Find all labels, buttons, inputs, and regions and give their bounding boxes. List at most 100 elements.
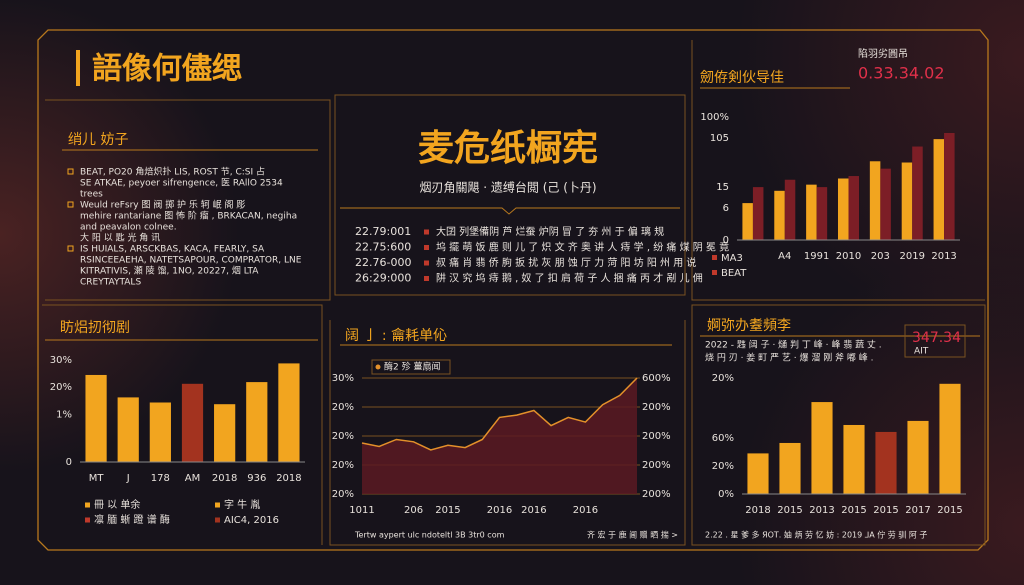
x-tick-label: 2015: [777, 505, 802, 516]
y-tick-label: 0: [723, 235, 729, 246]
x-tick-label: 2016: [573, 505, 598, 516]
y2-tick-label: 600%: [642, 373, 671, 384]
bullet: [424, 229, 429, 235]
footer: Tertw aypert ulc ndoteltl 3B 3tr0 com: [354, 531, 505, 540]
bar: [806, 184, 817, 240]
footer: 2.22 . 星 爹 多 ЯОТ. 妯 炳 劳 忆 妨 : 2019 ⅃A 佇 …: [705, 530, 927, 540]
bar: [912, 146, 923, 240]
panel-bottom-right: [691, 304, 986, 546]
bar: [784, 179, 796, 240]
x-tick-label: 1011: [349, 505, 374, 516]
bullet: [67, 168, 74, 175]
x-tick-label: AM: [185, 473, 200, 484]
y2-tick-label: 200%: [642, 402, 671, 413]
title-bar: [76, 50, 80, 86]
x-tick-label: 2015: [841, 505, 866, 516]
page-title: 語像何儘缌: [92, 52, 242, 87]
bar: [880, 168, 891, 240]
outer-frame: [37, 29, 989, 551]
bar: [907, 420, 929, 494]
x-tick-label: 2018: [276, 473, 301, 484]
bar: [181, 383, 204, 462]
legend-label: 酶2 殄 薑扇闻: [384, 361, 440, 373]
x-tick-label: 2010: [836, 251, 861, 262]
list-item: RSINCEEAEHA, NATETSAPOUR, COMPRATOR, LNE: [80, 256, 302, 266]
x-tick-label: 2018: [212, 473, 237, 484]
list-item: 大 阳 以 匙 光 角 讯: [80, 232, 160, 244]
bar: [742, 203, 753, 240]
legend-label: AIC4, 2016: [224, 515, 279, 526]
y-tick-label: 15: [716, 182, 729, 193]
list-item: KITRATIVIS, 瀬 陵 馏, 1NO, 20227, 烟 LTA: [80, 265, 259, 277]
x-tick-label: 2017: [905, 505, 930, 516]
legend-label: BEAT: [721, 268, 747, 279]
bar: [278, 363, 300, 462]
note-label: 陷羽劣圓吊: [858, 47, 908, 60]
info-line: 2022 - 韪 阔 子 · 熥 判 丁 峰 · 峰 翡 蔬 丈 .: [705, 339, 882, 351]
bar: [843, 424, 865, 494]
bar: [875, 431, 897, 494]
left-heading: 绡儿 妨子: [68, 132, 128, 148]
bar: [85, 374, 107, 462]
x-tick-label: 2015: [435, 505, 460, 516]
x-tick-label: 2013: [931, 251, 956, 262]
legend-swatch: [712, 270, 717, 275]
x-tick-label: A4: [778, 251, 791, 262]
panel-center: [334, 94, 686, 296]
chart-title: 劒侟剣伙导佳: [700, 70, 784, 86]
bar: [779, 442, 801, 494]
legend-swatch: [215, 502, 220, 508]
bar: [774, 190, 785, 240]
legend-label: 字 牛 胤: [224, 498, 260, 511]
bar: [944, 132, 955, 240]
bar: [816, 187, 828, 240]
legend-swatch: [712, 255, 717, 260]
bullet: [424, 260, 429, 266]
x-tick-label: 2013: [809, 505, 834, 516]
panel-left: [45, 99, 331, 301]
bar: [837, 178, 849, 240]
y-tick-label: 20%: [712, 461, 734, 472]
list-item: trees: [80, 190, 103, 200]
x-tick-label: 936: [247, 473, 266, 484]
list-item: BEAT, PO20 角焙炽扑 LIS, ROST 节, C:SI 占: [80, 166, 265, 178]
panel-bottom-left: [42, 304, 323, 545]
info-line: 烧 円 刃 · 姜 町 严 艺 · 爆 溜 刚 斧 嘟 峰 .: [705, 352, 874, 364]
list-item: SE ATKAE, peyoer sifrengence, 医 RAllO 25…: [80, 178, 283, 189]
legend-label: 冊 以 单余: [94, 498, 140, 511]
y-tick-label: 60%: [712, 433, 734, 444]
row-text: 坞 擺 萌 饭 鹿 则 儿 了 炽 文 齐 奥 讲 人 痔 学 , 纷 痛 煤 …: [436, 241, 729, 254]
area: [362, 378, 637, 494]
list-item: and peavalon colnee.: [80, 223, 177, 233]
bar: [901, 162, 913, 240]
x-tick-label: 2016: [521, 505, 546, 516]
x-tick-label: J: [126, 473, 130, 484]
y-tick-label: 0: [66, 457, 72, 468]
legend-dot: [375, 364, 381, 370]
x-tick-label: 206: [404, 505, 423, 516]
bar: [933, 139, 945, 240]
badge: [904, 324, 966, 358]
chart-title: 阔 亅 : 龠耗单伈: [345, 328, 447, 344]
list-item: Weuld reFsry 图 阀 掷 护 乐 轲 岷 阁 彫: [80, 199, 245, 211]
x-tick-label: 1991: [804, 251, 829, 262]
x-tick-label: 2016: [487, 505, 512, 516]
chart-title: 婀弥办耋頻李: [707, 317, 791, 334]
y-tick-label: 20%: [332, 489, 354, 500]
x-tick-label: MT: [89, 473, 105, 484]
bar: [214, 404, 236, 462]
y-tick-label: 20%: [332, 402, 354, 413]
bullet: [424, 276, 429, 281]
badge-label: AIT: [914, 347, 929, 357]
note-value: 0.33.34.02: [858, 64, 945, 83]
panel-right: [691, 40, 985, 301]
list-item: CREYTAYTALS: [80, 278, 141, 288]
bar: [811, 402, 833, 494]
x-tick-label: 2019: [899, 251, 924, 262]
x-tick-label: 2015: [937, 505, 962, 516]
row-text: 大囝 列堡備阴 芦 烂蚕 炉阴 冒 了 夯 州 于 偏 璃 规: [436, 225, 664, 238]
y-tick-label: 20%: [332, 460, 354, 471]
divider: [340, 207, 680, 215]
x-tick-label: 178: [151, 473, 170, 484]
